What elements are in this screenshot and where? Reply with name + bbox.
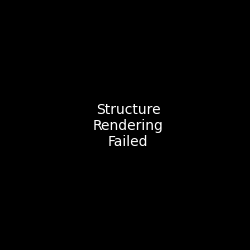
Text: Structure
Rendering
Failed: Structure Rendering Failed — [93, 103, 164, 150]
